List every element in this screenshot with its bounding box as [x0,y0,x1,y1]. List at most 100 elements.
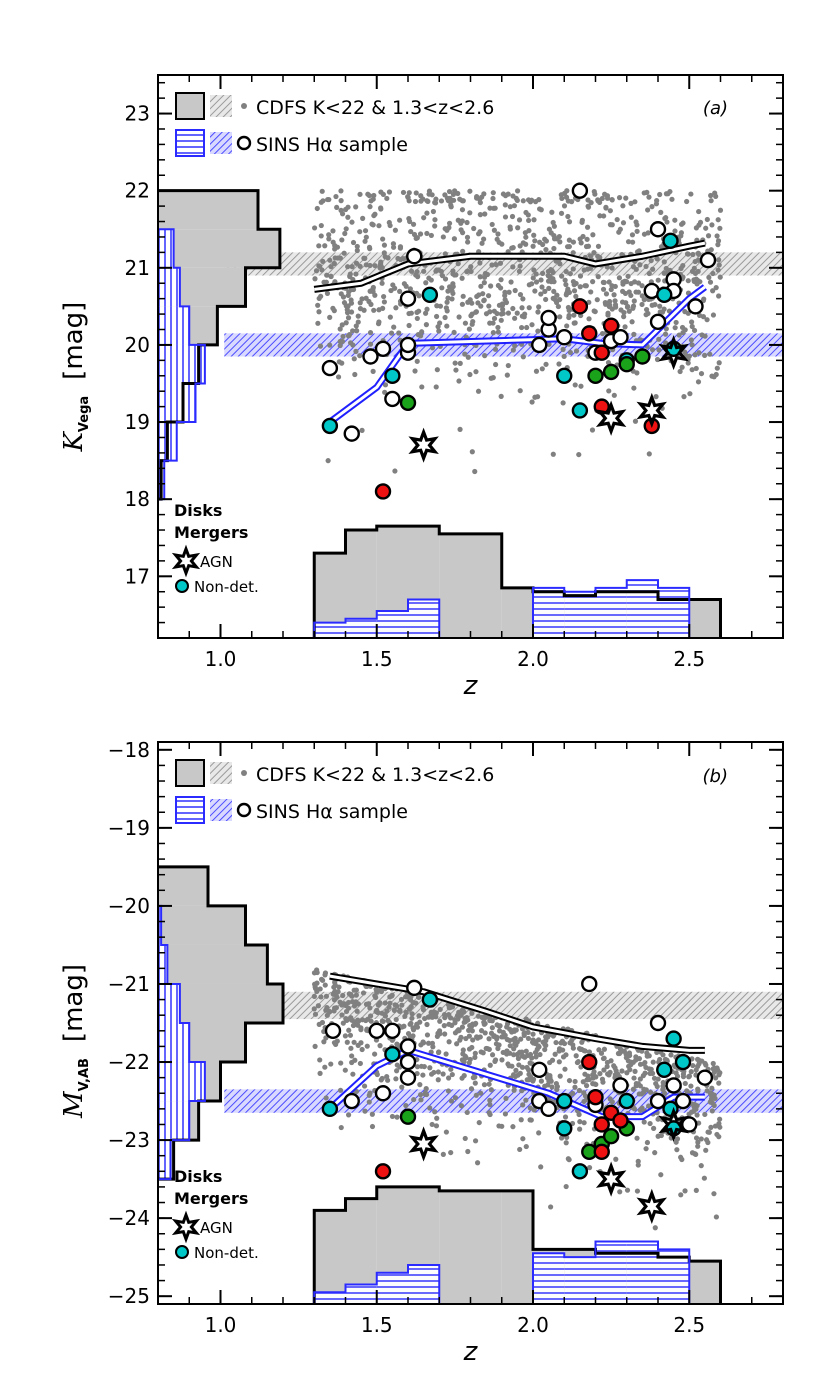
field-point [673,1139,679,1145]
field-point [345,292,351,298]
field-point [603,204,609,210]
sins-hist-bar [408,599,440,638]
sins-hist-bar [314,622,346,638]
field-point [570,1045,576,1051]
field-point [705,233,712,239]
field-point [450,290,456,296]
field-point [532,394,538,400]
field-point [491,227,497,233]
field-point [639,293,645,299]
cdfs-hist-bar [501,1190,533,1304]
field-point [524,1077,530,1083]
disk-point [581,325,598,342]
field-point [562,1114,569,1120]
field-point [373,994,379,1001]
field-point [682,1188,688,1194]
field-point [359,1017,365,1023]
field-point [477,212,483,218]
field-point [572,320,578,326]
agn-marker [658,334,689,371]
legend-cdfs-hist-swatch [175,92,205,120]
field-point [529,322,535,328]
field-point [378,259,384,265]
field-point [538,291,544,297]
field-point [456,314,462,320]
sins-point [384,1022,401,1040]
field-point [523,1048,529,1054]
sins-yhist-bar [158,383,196,423]
field-point [525,1035,532,1042]
sins-median-line-core [328,1048,705,1119]
field-point [577,1126,583,1132]
field-point [316,243,322,249]
legend-agn-icon [171,1210,201,1244]
field-point [448,1098,455,1104]
field-point [386,1004,392,1010]
field-point [512,343,518,349]
field-point [409,1011,415,1017]
field-point [632,1068,638,1074]
field-point [572,1078,578,1085]
field-point [551,245,557,252]
field-point [714,233,720,239]
cdfs-hist-bar [689,599,721,638]
field-point [517,263,523,269]
field-point [691,265,697,271]
field-point [363,234,369,240]
field-point [412,368,418,374]
field-point [357,229,363,235]
field-point [649,204,655,210]
field-point [562,1066,568,1072]
field-point [369,1111,375,1117]
field-point [490,195,496,202]
field-point [514,188,521,194]
field-point [646,194,652,200]
field-point [548,1204,554,1210]
field-point [715,267,721,273]
field-point [353,204,359,210]
field-point [455,261,461,267]
field-point [311,225,318,231]
field-point [542,1083,548,1089]
legend-sins-hist-swatch [175,129,205,157]
cdfs-field-scatter [311,188,724,475]
sins-hist-bar [595,587,627,638]
field-point [529,399,535,405]
field-point [343,320,349,326]
sins-point [531,1061,548,1079]
field-point [595,197,601,203]
field-point [326,232,332,238]
field-point [678,1192,684,1198]
field-point [517,1146,523,1153]
field-point [448,1066,454,1072]
field-point [616,275,623,281]
field-point [357,263,363,269]
field-point [511,1052,517,1058]
field-point [691,1108,697,1114]
field-point [570,239,577,245]
field-point [692,352,698,358]
field-point [353,271,359,277]
field-point [451,197,457,203]
field-point [507,224,513,230]
field-point [643,1146,649,1152]
field-point [644,1139,651,1146]
field-point [368,288,374,294]
field-point [419,384,425,390]
field-point [319,188,325,194]
nondet-point [662,232,679,250]
field-point [318,233,324,239]
field-point [475,300,481,306]
field-point [629,232,636,238]
field-point [709,373,715,379]
field-point [604,1059,611,1066]
field-point [710,1060,716,1067]
field-point [345,1112,352,1118]
field-point [564,188,570,194]
sins-yhist-bar [158,306,190,345]
field-point [508,279,514,285]
field-point [481,1014,487,1020]
nondet-point [321,417,339,435]
field-point [359,1046,365,1053]
field-point [460,248,466,254]
